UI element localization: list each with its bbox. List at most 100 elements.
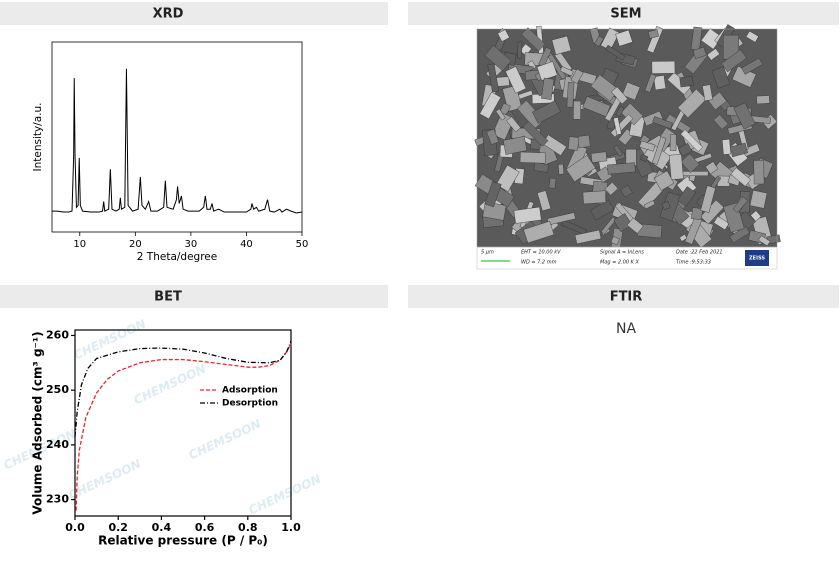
crystal [487, 63, 500, 93]
crystal [661, 201, 671, 211]
crystal [613, 144, 624, 157]
logo: ZEISS [749, 256, 765, 262]
crystal [502, 136, 528, 155]
crystal [594, 35, 604, 47]
crystal [559, 66, 574, 77]
crystal [611, 86, 629, 105]
crystal [537, 190, 552, 212]
y-tick-label: 260 [46, 328, 69, 341]
crystal [621, 81, 641, 101]
crystal [570, 68, 584, 84]
crystal [679, 234, 688, 242]
crystal [558, 163, 565, 175]
crystal [639, 153, 649, 163]
crystal [505, 66, 527, 94]
crystal [574, 229, 602, 245]
sem-image [474, 24, 781, 251]
crystal [758, 235, 771, 247]
x-tick-label: 10 [73, 239, 86, 250]
crystal [676, 186, 697, 207]
crystal [607, 162, 636, 175]
crystal [691, 207, 703, 221]
crystal [565, 154, 596, 183]
crystal [713, 216, 730, 231]
crystal [613, 213, 633, 232]
watermark: CHEMSOON [186, 417, 263, 463]
crystal [613, 117, 622, 136]
crystal [522, 120, 549, 147]
x-axis-label: 2 Theta/degree [137, 251, 217, 263]
series-line [74, 340, 292, 437]
crystal [706, 48, 720, 61]
watermark: CHEMSOON [66, 457, 143, 503]
crystal [551, 35, 572, 55]
crystal [519, 151, 546, 164]
crystal [750, 210, 762, 222]
crystal [620, 184, 633, 198]
logo-box [745, 250, 769, 266]
crystal [521, 27, 546, 52]
crystal [519, 43, 532, 56]
plot-frame [74, 329, 292, 517]
x-tick-label: 50 [296, 239, 309, 250]
crystal [678, 143, 693, 157]
crystal [682, 171, 709, 176]
crystal [497, 29, 510, 42]
crystal [705, 161, 719, 175]
crystal [679, 75, 694, 88]
crystal [668, 154, 684, 180]
xrd-line [52, 68, 303, 214]
plot-frame [51, 41, 303, 233]
crystal [741, 57, 763, 75]
panel-header [408, 2, 839, 25]
crystal [732, 196, 748, 214]
legend-label: Adsorption [222, 386, 278, 396]
x-tick-label: 0.6 [195, 521, 215, 534]
y-tick-label: 230 [46, 493, 69, 506]
crystal [700, 185, 716, 213]
crystal [486, 128, 500, 145]
x-tick-label: 40 [240, 239, 253, 250]
crystal [730, 167, 751, 187]
watermark: CHEMSOON [246, 472, 323, 518]
x-tick-label: 0.4 [152, 521, 172, 534]
crystal [532, 100, 562, 124]
crystal [729, 226, 750, 244]
crystal [711, 66, 731, 89]
crystal [713, 114, 729, 130]
crystal [590, 199, 615, 221]
crystal [582, 190, 607, 205]
crystal [573, 100, 581, 120]
crystal [605, 44, 626, 61]
crystal [652, 116, 673, 130]
crystal [745, 30, 759, 43]
crystal [639, 140, 656, 152]
crystal [708, 91, 727, 111]
panel-title: SEM [610, 7, 641, 22]
panel-title: FTIR [610, 290, 643, 305]
crystal [495, 108, 506, 121]
x-tick-label: 20 [129, 239, 142, 250]
crystal [548, 177, 557, 189]
crystal [577, 134, 591, 149]
crystal [651, 60, 676, 74]
crystal [756, 95, 770, 105]
panel-title: XRD [153, 7, 184, 22]
panel-title: BET [154, 290, 182, 305]
y-axis-label: Volume Adsorbed (cm³ g⁻¹) [31, 331, 45, 514]
crystal [495, 164, 520, 192]
crystal [669, 134, 677, 151]
crystal [749, 189, 768, 209]
crystal [651, 136, 667, 165]
sem-info: Mag = 2.00 K X [600, 260, 640, 266]
sem-info: Time :9:53:33 [676, 260, 711, 266]
crystal [615, 106, 625, 118]
crystal [506, 116, 521, 133]
sem-info: Date :22 Feb 2021 [676, 250, 723, 256]
x-tick-label: 0.8 [238, 521, 258, 534]
crystal [733, 102, 756, 130]
crystal [626, 217, 644, 234]
crystal [567, 136, 580, 151]
